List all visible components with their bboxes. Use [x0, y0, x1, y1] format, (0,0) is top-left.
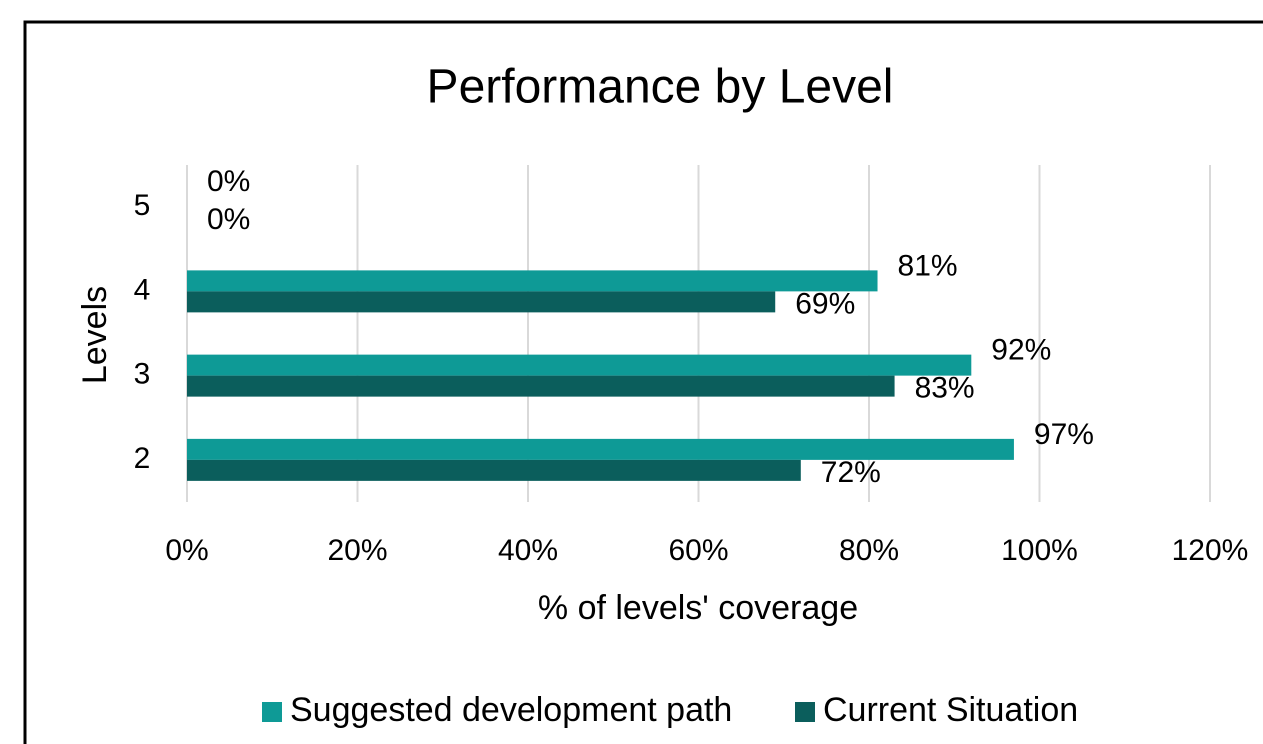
- x-axis-title: % of levels' coverage: [538, 589, 858, 627]
- chart-frame: [23, 20, 1263, 744]
- y-tick-label: 4: [134, 273, 151, 306]
- data-label: 0%: [207, 203, 250, 236]
- y-tick-label: 2: [134, 442, 151, 475]
- legend-swatch: [262, 702, 282, 722]
- data-label: 83%: [915, 372, 975, 405]
- x-tick-label: 80%: [839, 534, 899, 567]
- x-tick-label: 60%: [668, 534, 728, 567]
- data-label: 72%: [821, 456, 881, 489]
- bar: [187, 459, 801, 481]
- legend-swatch: [795, 702, 815, 722]
- legend-label: Suggested development path: [290, 691, 732, 729]
- bar: [187, 375, 895, 397]
- chart-title: Performance by Level: [427, 61, 894, 114]
- bar: [187, 291, 776, 313]
- legend-label: Current Situation: [823, 691, 1078, 729]
- x-tick-label: 120%: [1172, 534, 1249, 567]
- x-tick-label: 40%: [498, 534, 558, 567]
- data-label: 81%: [898, 249, 958, 282]
- data-label: 97%: [1034, 418, 1094, 451]
- bar: [187, 354, 972, 376]
- data-label: 69%: [795, 287, 855, 320]
- x-tick-label: 20%: [327, 534, 387, 567]
- data-label: 0%: [207, 165, 250, 198]
- x-tick-label: 100%: [1001, 534, 1078, 567]
- y-tick-label: 3: [134, 358, 151, 391]
- data-label: 92%: [991, 334, 1051, 367]
- y-tick-label: 5: [134, 189, 151, 222]
- bar: [187, 270, 878, 292]
- y-axis-title: Levels: [76, 286, 114, 384]
- x-tick-label: 0%: [165, 534, 208, 567]
- bar: [187, 438, 1014, 460]
